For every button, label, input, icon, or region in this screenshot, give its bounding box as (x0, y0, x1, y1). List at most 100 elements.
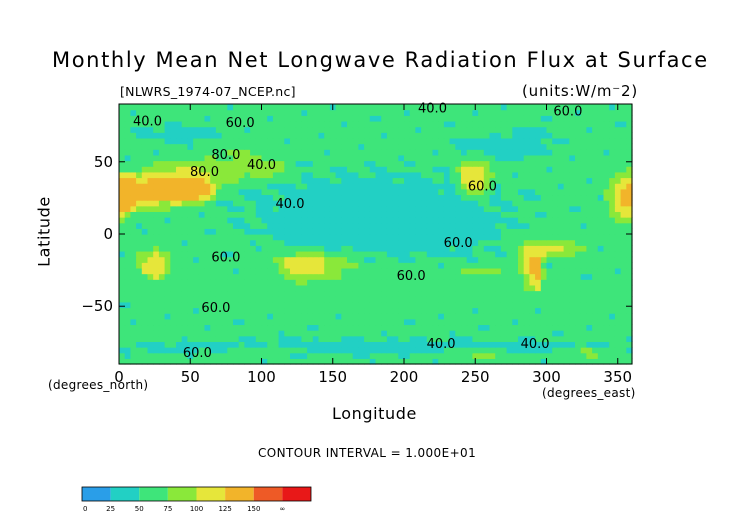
heatmap-cell (158, 194, 166, 201)
heatmap-cell (130, 183, 137, 190)
heatmap-cell (432, 126, 439, 133)
heatmap-cell (119, 200, 126, 207)
heatmap-cell (381, 245, 388, 252)
heatmap-cell (335, 234, 342, 241)
heatmap-cell (620, 267, 627, 275)
heatmap-cell (443, 104, 451, 111)
heatmap-cell (181, 234, 188, 241)
heatmap-cell (244, 335, 251, 342)
heatmap-cell (204, 245, 211, 252)
heatmap-cell (176, 301, 183, 309)
heatmap-cell (386, 234, 394, 241)
heatmap-cell (267, 228, 274, 235)
heatmap-cell (364, 358, 371, 365)
heatmap-cell (569, 115, 576, 122)
heatmap-cell (141, 149, 149, 156)
heatmap-cell (529, 115, 536, 122)
heatmap-cell (267, 194, 274, 201)
heatmap-cell (278, 290, 285, 297)
heatmap-cell (421, 290, 428, 297)
heatmap-cell (329, 250, 337, 258)
heatmap-cell (506, 256, 513, 263)
heatmap-cell (312, 324, 320, 331)
heatmap-cell (147, 245, 154, 252)
heatmap-cell (301, 228, 308, 235)
heatmap-cell (426, 234, 434, 241)
heatmap-cell (592, 324, 599, 331)
heatmap-cell (210, 307, 217, 314)
heatmap-cell (512, 250, 519, 258)
heatmap-cell (210, 250, 217, 258)
heatmap-cell (415, 324, 422, 331)
heatmap-cell (193, 301, 200, 309)
heatmap-cell (381, 171, 388, 179)
heatmap-cell (329, 341, 337, 348)
heatmap-cell (421, 149, 428, 156)
heatmap-cell (347, 217, 354, 224)
heatmap-cell (392, 183, 399, 190)
heatmap-cell (483, 296, 491, 303)
heatmap-cell (398, 149, 405, 156)
heatmap-cell (478, 228, 485, 235)
heatmap-cell (176, 188, 183, 196)
heatmap-cell (227, 301, 234, 309)
heatmap-cell (415, 318, 422, 326)
heatmap-cell (198, 166, 206, 173)
heatmap-cell (415, 171, 422, 179)
heatmap-cell (438, 267, 445, 275)
contour-label: 60.0 (183, 346, 212, 361)
heatmap-cell (335, 177, 342, 184)
heatmap-cell (261, 273, 268, 280)
heatmap-cell (369, 245, 377, 252)
heatmap-cell (569, 166, 576, 173)
heatmap-cell (540, 211, 548, 218)
heatmap-cell (483, 250, 491, 258)
heatmap-cell (518, 284, 525, 292)
heatmap-cell (614, 126, 622, 133)
heatmap-cell (432, 284, 439, 292)
heatmap-cell (597, 347, 605, 354)
heatmap-cell (426, 171, 434, 179)
heatmap-cell (421, 313, 428, 320)
heatmap-cell (187, 301, 194, 309)
heatmap-cell (421, 166, 428, 173)
heatmap-cell (290, 143, 297, 150)
heatmap-cell (215, 217, 223, 224)
heatmap-cell (609, 307, 616, 314)
heatmap-cell (512, 347, 519, 354)
heatmap-cell (244, 318, 251, 326)
heatmap-cell (563, 262, 570, 269)
heatmap-cell (386, 313, 394, 320)
heatmap-cell (278, 273, 285, 280)
heatmap-cell (278, 239, 285, 246)
heatmap-cell (141, 211, 149, 218)
heatmap-cell (518, 194, 525, 201)
heatmap-cell (500, 217, 508, 224)
heatmap-cell (341, 284, 348, 292)
heatmap-cell (130, 347, 137, 354)
heatmap-cell (432, 341, 439, 348)
heatmap-cell (415, 132, 422, 139)
heatmap-cell (626, 177, 633, 184)
heatmap-cell (489, 104, 496, 111)
heatmap-cell (426, 307, 434, 314)
heatmap-cell (369, 335, 377, 342)
heatmap-cell (575, 245, 582, 252)
heatmap-cell (329, 200, 337, 207)
heatmap-cell (278, 200, 285, 207)
heatmap-cell (495, 239, 502, 246)
heatmap-cell (221, 166, 228, 173)
heatmap-cell (563, 132, 570, 139)
heatmap-cell (301, 137, 308, 145)
heatmap-cell (438, 256, 445, 263)
heatmap-cell (506, 104, 513, 111)
heatmap-cell (569, 211, 576, 218)
heatmap-cell (307, 171, 314, 179)
heatmap-cell (586, 205, 593, 212)
heatmap-cell (518, 222, 525, 229)
heatmap-cell (295, 132, 302, 139)
heatmap-cell (518, 109, 525, 116)
heatmap-cell (386, 335, 394, 342)
heatmap-cell (267, 177, 274, 184)
heatmap-cell (136, 234, 143, 241)
